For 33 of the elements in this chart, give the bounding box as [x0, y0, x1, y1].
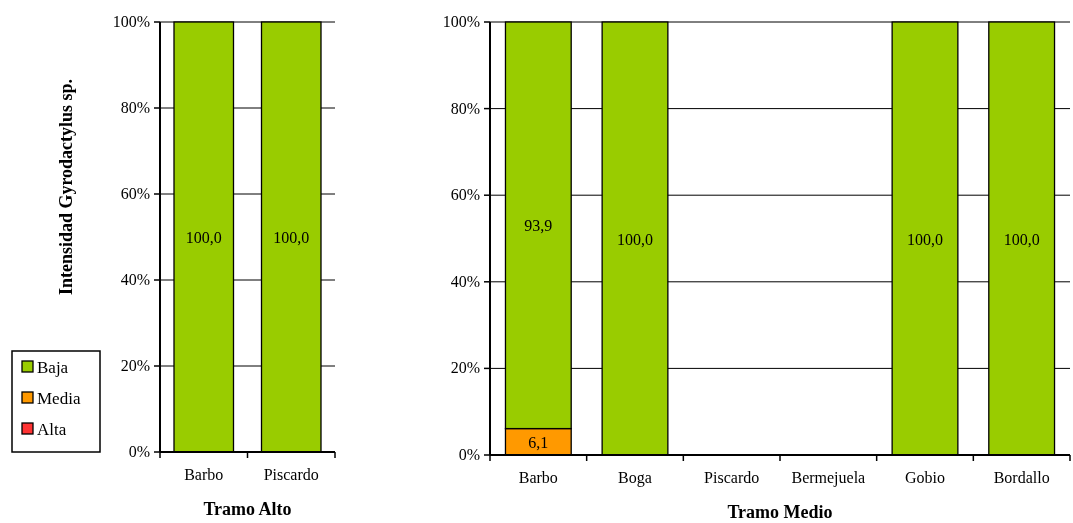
y-tick-label: 100% [442, 13, 480, 30]
data-label: 6,1 [528, 433, 549, 451]
legend-label: Media [37, 389, 81, 408]
data-label: 100,0 [273, 229, 310, 246]
y-tick-label: 80% [450, 99, 480, 117]
data-label: 100,0 [907, 230, 943, 248]
x-tick-label: Gobio [905, 469, 945, 486]
y-tick-label: 0% [458, 446, 480, 463]
y-tick-label: 100% [112, 13, 150, 30]
data-label: 100,0 [617, 230, 653, 248]
x-tick-label: Barbo [184, 466, 224, 483]
x-tick-label: Barbo [518, 469, 558, 486]
data-label: 93,9 [524, 217, 553, 235]
y-tick-label: 40% [450, 272, 480, 290]
y-tick-label: 20% [450, 359, 480, 377]
y-tick-label: 80% [120, 99, 150, 116]
y-tick-label: 40% [120, 271, 150, 288]
legend-label: Baja [37, 358, 69, 377]
data-label: 100,0 [1003, 230, 1040, 248]
x-tick-label: Piscardo [263, 466, 319, 483]
y-tick-label: 60% [450, 186, 480, 204]
x-axis-title: Tramo Medio [727, 502, 833, 522]
x-tick-label: Bermejuela [791, 469, 866, 487]
y-tick-label: 20% [120, 357, 150, 374]
x-axis-title: Tramo Alto [203, 499, 292, 519]
legend-label: Alta [37, 420, 67, 439]
y-tick-label: 0% [128, 443, 150, 460]
x-tick-label: Boga [618, 469, 652, 487]
x-tick-label: Bordallo [993, 469, 1050, 486]
y-axis-title: Intensidad Gyrodactylus sp. [56, 78, 76, 296]
x-tick-label: Piscardo [704, 469, 760, 486]
y-tick-label: 60% [120, 185, 150, 202]
data-label: 100,0 [185, 229, 222, 246]
